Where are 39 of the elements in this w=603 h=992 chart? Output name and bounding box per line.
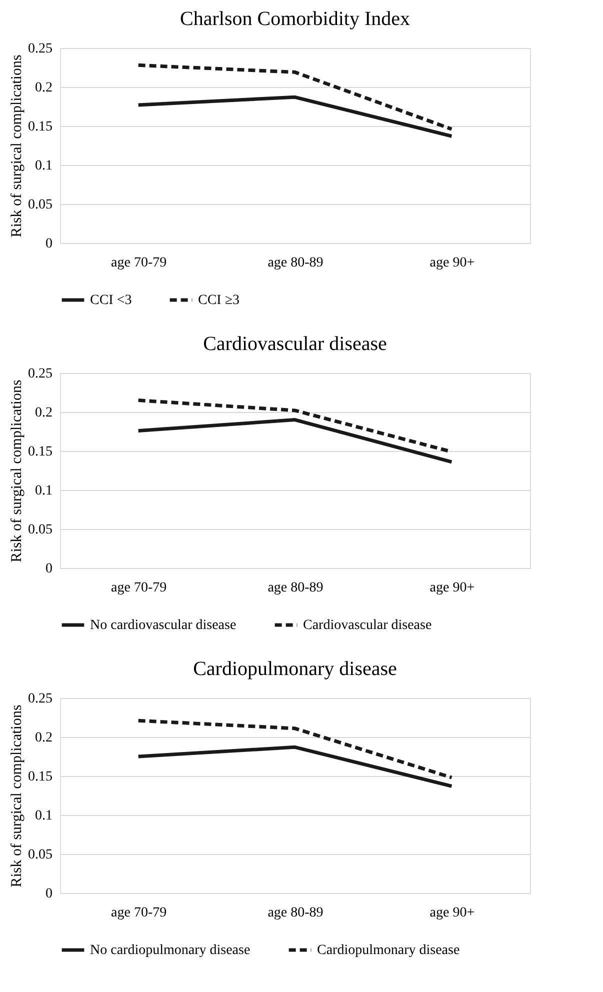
x-tick-label: age 90+ bbox=[430, 906, 475, 920]
x-tick-label: age 70-79 bbox=[111, 256, 167, 270]
legend-label: No cardiovascular disease bbox=[90, 618, 236, 633]
y-tick-label: 0 bbox=[46, 562, 52, 576]
chart-title: Cardiovascular disease bbox=[203, 333, 388, 355]
y-axis-title: Risk of surgical complications bbox=[9, 54, 25, 238]
y-axis-title: Risk of surgical complications bbox=[9, 704, 25, 888]
y-tick-label: 0.15 bbox=[28, 444, 52, 460]
y-tick-label: 0.05 bbox=[28, 522, 52, 538]
y-tick-label: 0.25 bbox=[28, 42, 52, 56]
legend-label: Cardiovascular disease bbox=[303, 618, 432, 633]
y-tick-label: 0.1 bbox=[35, 808, 52, 824]
chart-title: Charlson Comorbidity Index bbox=[180, 8, 410, 30]
y-tick-label: 0 bbox=[46, 236, 52, 252]
y-tick-label: 0.25 bbox=[28, 692, 52, 706]
chart-title: Cardiopulmonary disease bbox=[193, 658, 398, 680]
x-tick-label: age 80-89 bbox=[268, 906, 324, 920]
y-tick-label: 0.25 bbox=[28, 366, 52, 382]
y-tick-label: 0.05 bbox=[28, 848, 52, 862]
y-axis-title: Risk of surgical complications bbox=[9, 380, 25, 562]
legend-label: CCI ≥3 bbox=[198, 293, 240, 308]
x-tick-label: age 90+ bbox=[430, 580, 475, 596]
y-tick-label: 0 bbox=[46, 886, 52, 902]
y-tick-label: 0.1 bbox=[35, 484, 52, 498]
legend-label: CCI <3 bbox=[90, 293, 132, 308]
y-tick-label: 0.2 bbox=[35, 406, 52, 420]
y-tick-label: 0.2 bbox=[35, 80, 52, 96]
legend-label: Cardiopulmonary disease bbox=[317, 943, 460, 958]
x-tick-label: age 90+ bbox=[430, 256, 475, 270]
y-tick-label: 0.2 bbox=[35, 730, 52, 746]
y-tick-label: 0.15 bbox=[28, 120, 52, 134]
x-tick-label: age 80-89 bbox=[268, 256, 324, 270]
x-tick-label: age 70-79 bbox=[111, 906, 167, 920]
y-tick-label: 0.1 bbox=[35, 158, 52, 174]
y-tick-label: 0.05 bbox=[28, 198, 52, 212]
x-tick-label: age 80-89 bbox=[268, 580, 324, 596]
x-tick-label: age 70-79 bbox=[111, 580, 167, 596]
y-tick-label: 0.15 bbox=[28, 770, 52, 784]
legend-label: No cardiopulmonary disease bbox=[90, 943, 250, 958]
